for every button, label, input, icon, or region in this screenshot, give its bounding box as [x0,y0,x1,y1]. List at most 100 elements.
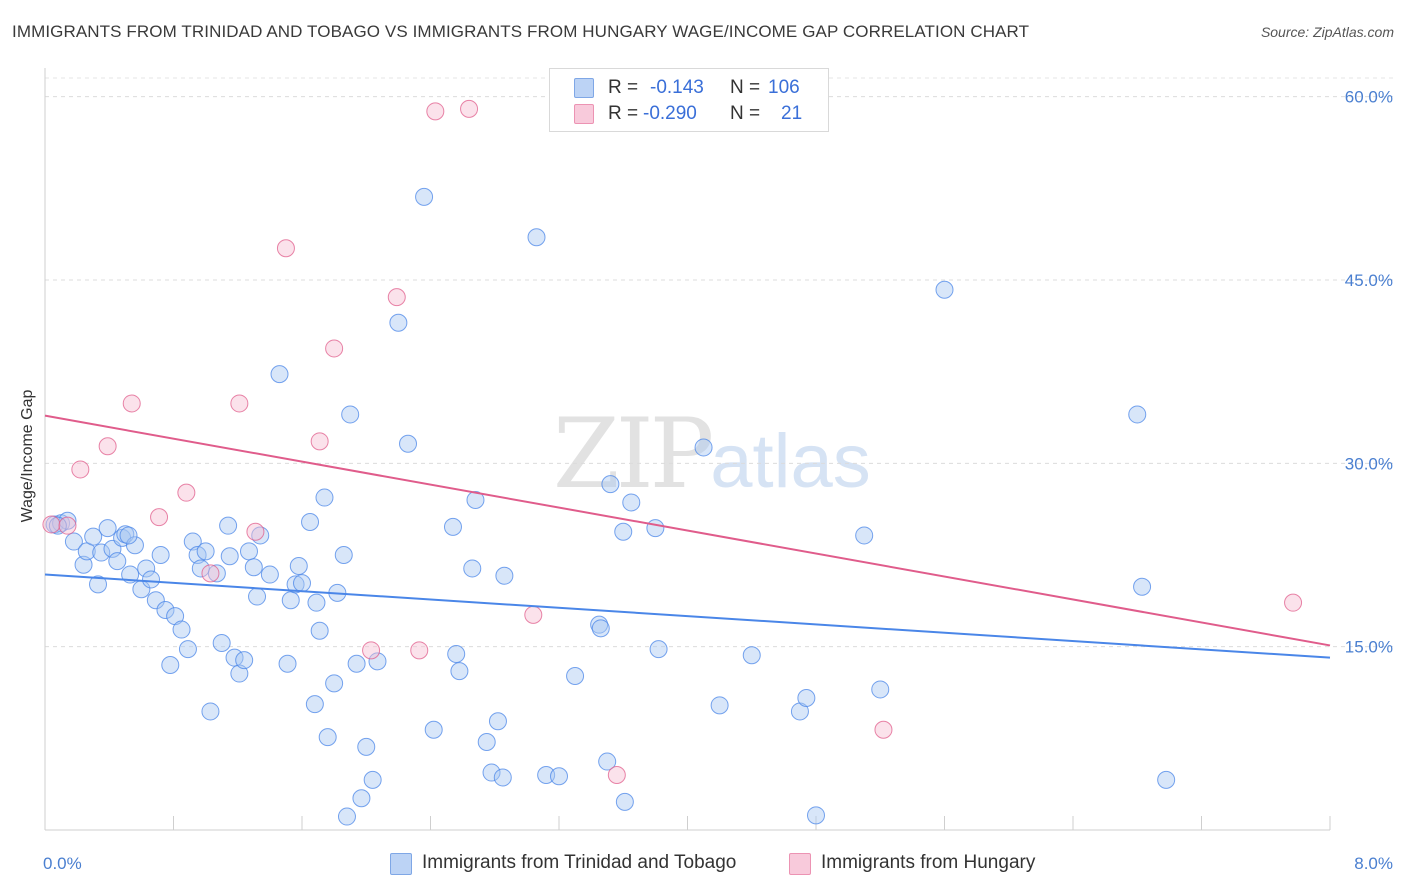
point-trinidad [151,546,170,564]
point-hungary [177,483,196,502]
point-trinidad [1128,405,1147,424]
point-trinidad [108,552,127,571]
point-trinidad [389,313,408,332]
point-trinidad [270,365,289,384]
legend-r-label: R = [608,103,639,124]
point-trinidad [239,542,258,561]
point-trinidad [601,475,620,494]
point-trinidad [161,656,180,674]
point-hungary [874,720,893,739]
point-trinidad [566,667,585,685]
legend-r-value: -0.143 [650,77,704,98]
point-trinidad [482,763,501,782]
point-trinidad [89,575,108,594]
legend-n-value: 106 [768,77,800,98]
point-trinidad [260,565,279,584]
point-trinidad [212,634,231,652]
point-trinidad [614,522,633,541]
point-trinidad [527,228,546,247]
trendline-hungary [44,414,1331,647]
point-trinidad [286,575,305,594]
legend-swatch-trinidad [574,78,594,98]
bottom-legend-label-trinidad: Immigrants from Trinidad and Tobago [422,852,737,873]
point-trinidad [488,712,507,731]
point-trinidad [191,559,210,578]
point-trinidad [310,621,329,640]
point-trinidad [251,526,270,545]
x-tick-label: 8.0% [1354,854,1393,873]
point-trinidad [125,536,144,555]
legend-r-label: R = [608,77,639,98]
point-trinidad [935,280,954,299]
point-hungary [410,641,429,660]
point-trinidad [281,591,300,610]
point-trinidad [220,547,239,566]
point-trinidad [477,733,496,751]
point-trinidad [646,519,665,538]
point-trinidad [1133,577,1152,596]
correlation-legend: R = -0.143 N = 106 R = -0.290 N = 21 [549,68,829,132]
point-trinidad [305,695,324,714]
x-tick-label: 0.0% [43,854,82,873]
point-trinidad [622,493,641,512]
point-trinidad [235,651,254,670]
point-hungary [1284,593,1303,612]
point-trinidad [293,574,311,593]
point-trinidad [325,674,344,693]
point-trinidad [137,559,156,578]
point-trinidad [248,587,267,606]
point-trinidad [415,187,434,206]
point-trinidad [156,601,175,619]
point-hungary [58,516,77,535]
point-trinidad [183,532,202,551]
y-tick-label: 30.0% [1345,454,1393,473]
source-label: Source: ZipAtlas.com [1260,24,1394,40]
point-hungary [42,515,61,534]
point-trinidad [495,566,514,585]
point-trinidad [201,702,220,721]
y-tick-label: 15.0% [1345,638,1393,657]
point-trinidad [84,527,103,546]
point-trinidad [98,519,117,538]
point-trinidad [424,720,443,739]
point-trinidad [710,696,729,715]
y-tick-label: 45.0% [1345,271,1393,290]
point-trinidad [146,591,165,610]
point-trinidad [450,662,469,681]
y-tick-label: 60.0% [1345,88,1393,107]
point-hungary [201,564,220,583]
point-trinidad [447,645,466,663]
watermark-atlas: atlas [710,419,871,504]
point-hungary [122,394,141,413]
point-trinidad [178,640,197,659]
bottom-legend-label-hungary: Immigrants from Hungary [821,852,1036,873]
point-trinidad [493,768,512,787]
point-trinidad [1157,770,1176,789]
legend-swatch-hungary [574,104,594,124]
point-hungary [426,102,445,121]
point-hungary [98,437,117,456]
point-trinidad [92,543,111,562]
watermark-zip: ZIP [553,398,714,510]
point-trinidad [318,728,337,747]
point-trinidad [598,752,617,771]
point-trinidad [649,640,668,659]
point-trinidad [307,593,326,612]
y-axis-label: Wage/Income Gap [19,390,36,523]
point-hungary [607,766,626,784]
point-trinidad [443,517,462,536]
point-trinidad [196,542,215,561]
point-trinidad [278,654,297,673]
point-trinidad [142,570,161,589]
legend-n-label: N = [730,103,761,124]
point-trinidad [537,766,556,784]
point-trinidad [315,488,334,507]
point-trinidad [363,770,382,789]
point-hungary [246,522,265,541]
point-trinidad [368,652,387,671]
point-trinidad [399,434,418,453]
legend-n-value: 21 [781,103,803,124]
point-trinidad [357,737,376,756]
point-trinidad [463,559,482,578]
